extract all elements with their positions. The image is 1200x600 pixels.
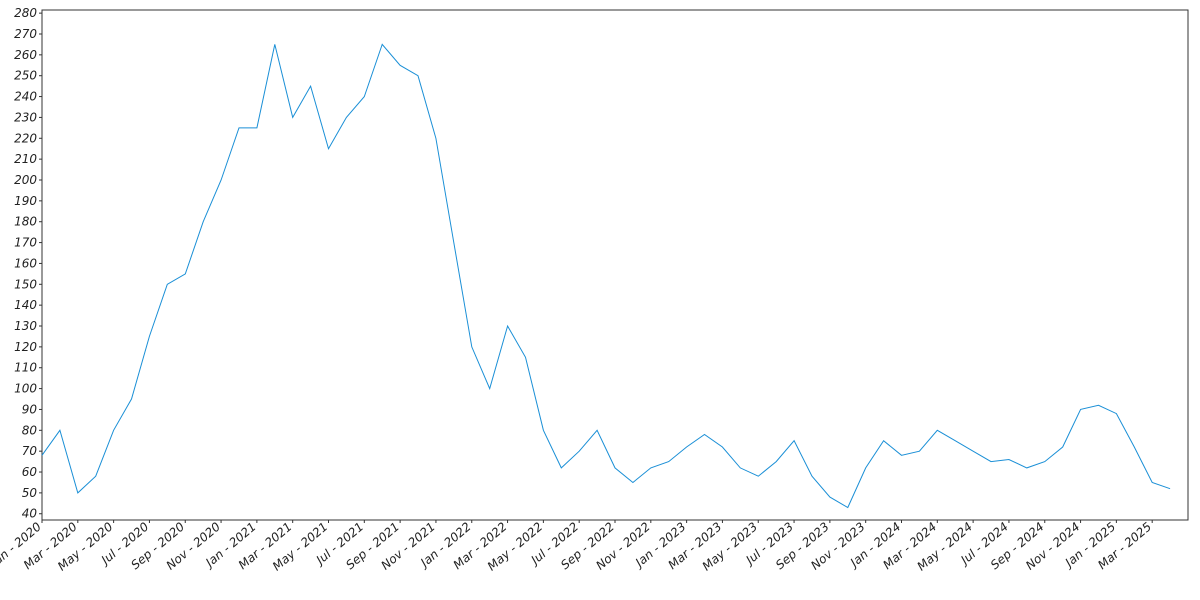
- y-tick-label: 230: [14, 110, 37, 124]
- y-tick-label: 120: [14, 340, 37, 354]
- y-tick-label: 160: [14, 256, 37, 270]
- y-tick-label: 270: [14, 27, 37, 41]
- y-tick-label: 40: [22, 507, 38, 521]
- y-tick-label: 110: [14, 361, 37, 375]
- y-tick-label: 220: [14, 131, 37, 145]
- y-tick-label: 80: [22, 423, 38, 437]
- y-tick-label: 60: [22, 465, 38, 479]
- data-line: [41, 43, 1171, 509]
- y-tick-label: 280: [14, 6, 37, 20]
- y-tick-label: 180: [14, 215, 37, 229]
- y-tick-label: 150: [14, 277, 37, 291]
- y-tick-label: 190: [14, 194, 37, 208]
- y-tick-label: 260: [14, 48, 37, 62]
- y-tick-label: 200: [14, 173, 37, 187]
- y-tick-label: 130: [14, 319, 37, 333]
- y-tick-label: 90: [22, 402, 38, 416]
- y-tick-label: 240: [14, 90, 37, 104]
- y-tick-label: 50: [22, 486, 38, 500]
- y-tick-label: 170: [14, 236, 37, 250]
- y-tick-label: 100: [14, 382, 37, 396]
- y-tick-label: 250: [14, 69, 37, 83]
- y-tick-label: 210: [14, 152, 37, 166]
- plot-frame: [41, 9, 1189, 521]
- y-tick-label: 140: [14, 298, 37, 312]
- y-tick-label: 70: [22, 444, 38, 458]
